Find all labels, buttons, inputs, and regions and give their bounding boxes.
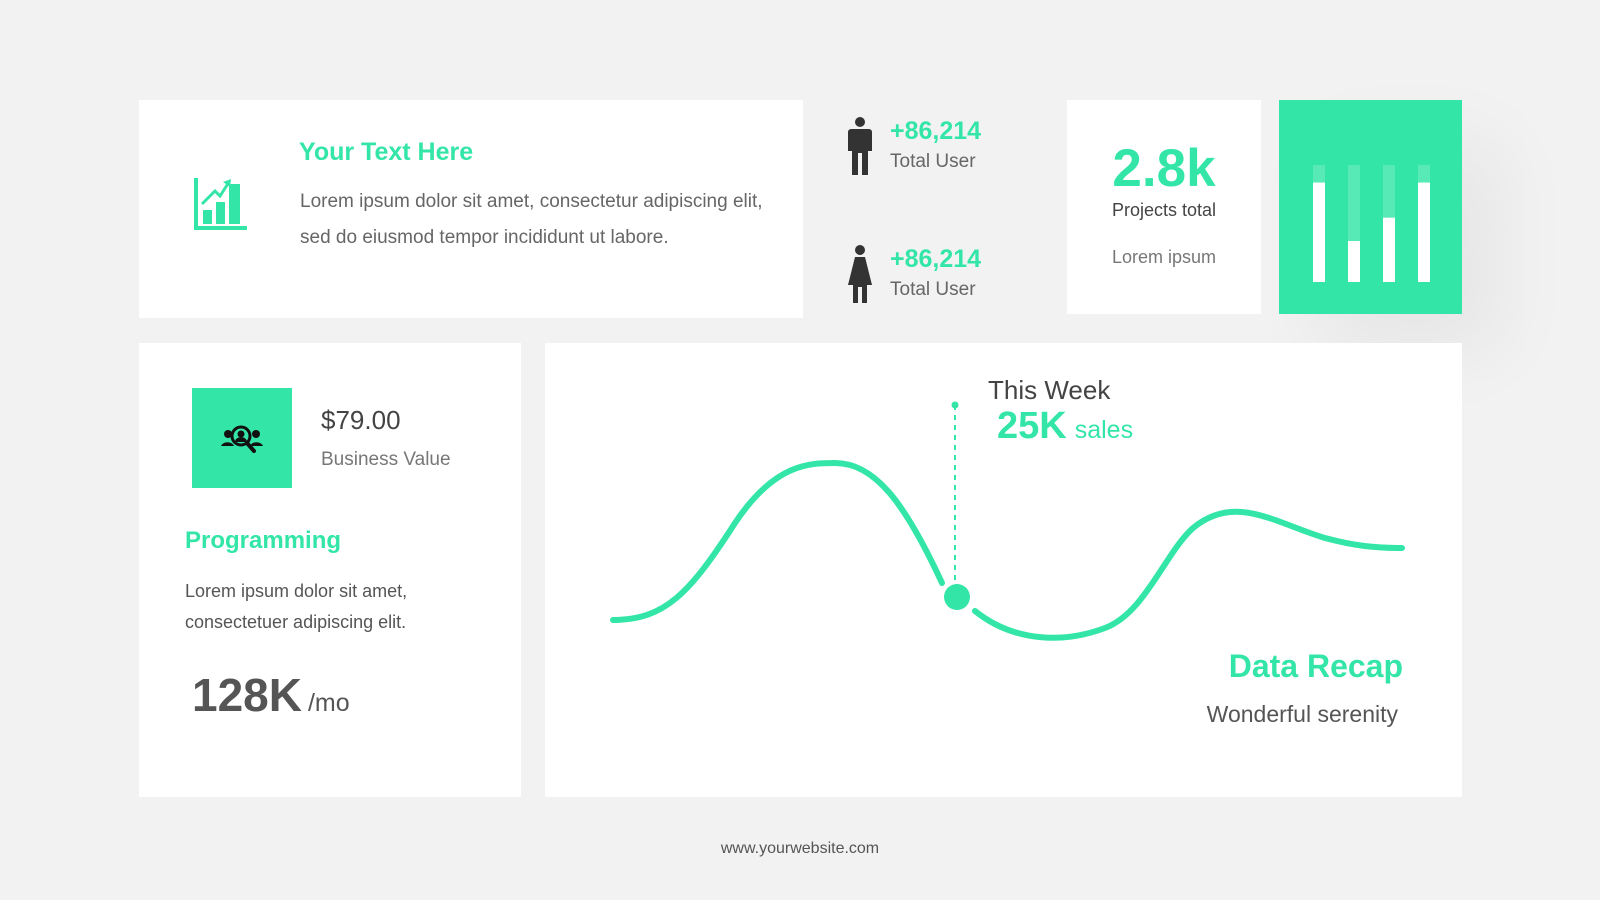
intro-body: Lorem ipsum dolor sit amet, consectetur … [300, 191, 763, 248]
male-person-icon [847, 117, 873, 177]
programming-card: $79.00 Business Value Programming Lorem … [139, 343, 521, 797]
marker-title: This Week [988, 375, 1111, 405]
projects-label: Projects total [1111, 200, 1217, 220]
intro-card: Your Text Here Lorem ipsum dolor sit ame… [139, 100, 803, 318]
bar-chart-icon [1279, 100, 1462, 314]
female-user-label: Total User [890, 279, 976, 300]
weekly-chart-card: This Week 25K sales Data Recap Wonderful … [545, 343, 1462, 797]
business-price-label: Business Value [321, 449, 451, 470]
marker-sales-unit: sales [1074, 416, 1134, 444]
monthly-metric-unit: /mo [307, 689, 350, 717]
bar-fill [1418, 182, 1430, 282]
monthly-metric-value: 128K [192, 669, 302, 721]
female-person-icon [847, 245, 873, 305]
recap-body: Wonderful serenity [1206, 701, 1398, 727]
programming-body: Lorem ipsum dolor sit amet, consectetuer… [185, 581, 408, 632]
programming-title: Programming [185, 527, 342, 554]
monthly-metric: 128K/mo [192, 668, 350, 722]
recap-title: Data Recap [1228, 648, 1403, 684]
female-user-value: +86,214 [890, 245, 982, 273]
marker-sales: 25K sales [997, 405, 1133, 448]
sales-curve-right [972, 508, 1405, 641]
program-icon-tile [192, 388, 292, 488]
projects-value: 2.8k [1112, 139, 1216, 198]
marker-sales-value: 25K [997, 405, 1067, 447]
projects-card: 2.8k Projects total Lorem ipsum [1067, 100, 1261, 314]
growth-chart-icon [193, 174, 249, 232]
footer-website[interactable]: www.yourwebsite.com [720, 840, 880, 857]
team-search-icon [221, 425, 263, 453]
male-user-value: +86,214 [890, 117, 982, 145]
bar-fill [1383, 217, 1395, 282]
male-user-label: Total User [890, 151, 976, 172]
sales-curve [610, 459, 945, 623]
intro-title: Your Text Here [299, 138, 474, 166]
marker-point [944, 584, 970, 610]
bar-fill [1313, 182, 1325, 282]
bar-fill [1348, 241, 1360, 282]
projects-sub: Lorem ipsum [1111, 247, 1217, 267]
business-price: $79.00 [321, 405, 401, 435]
marker-top-dot [951, 401, 959, 409]
